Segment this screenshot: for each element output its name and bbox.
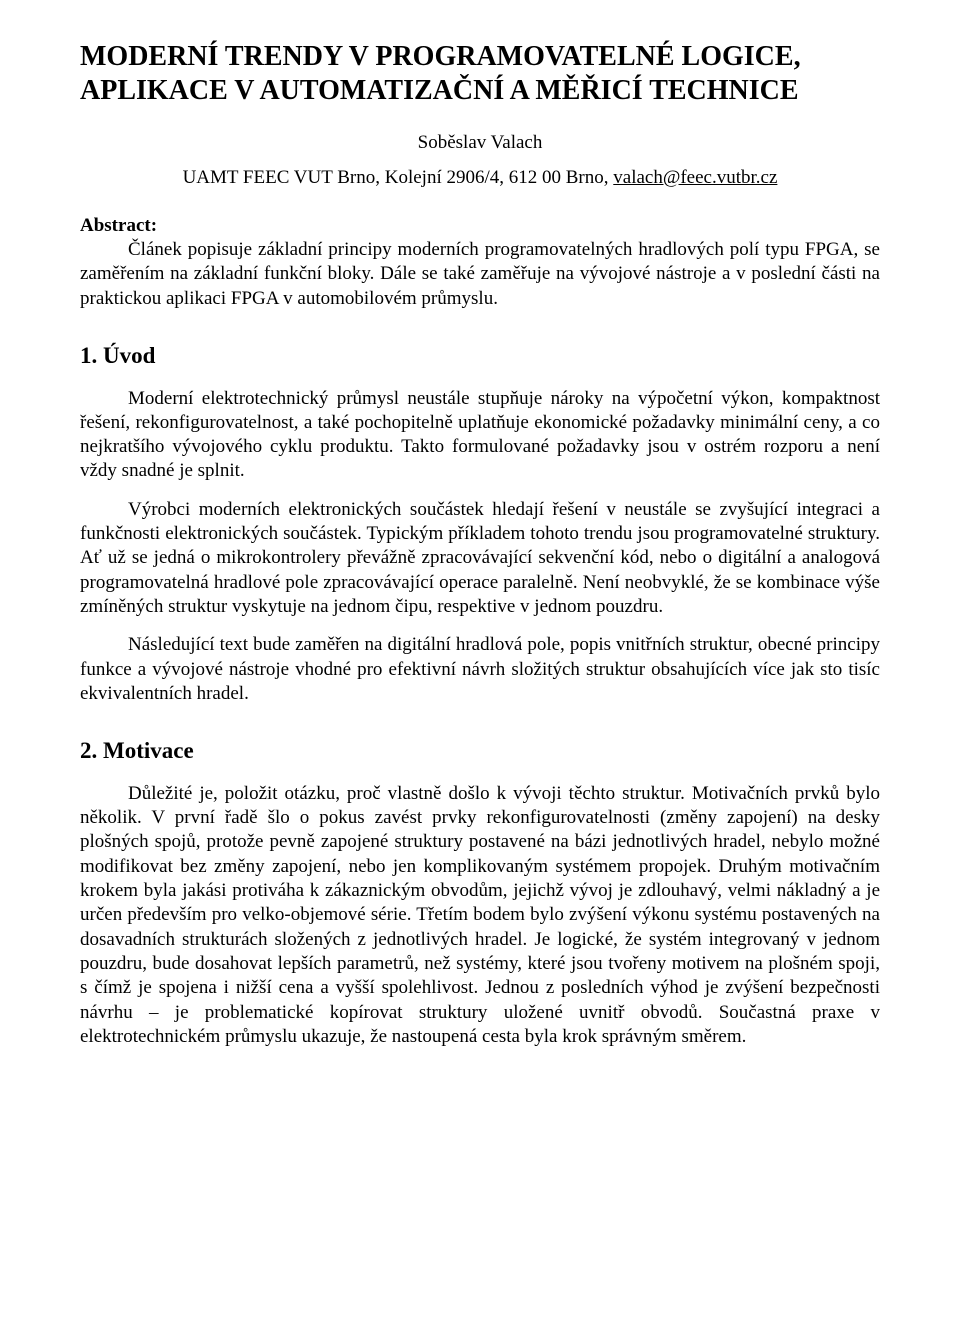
abstract-body: Článek popisuje základní principy modern… [80, 238, 880, 311]
body-paragraph: Výrobci moderních elektronických součást… [80, 498, 880, 620]
section-heading-intro: 1. Úvod [80, 341, 880, 370]
body-paragraph: Moderní elektrotechnický průmysl neustál… [80, 387, 880, 484]
author-email-link[interactable]: valach@feec.vutbr.cz [613, 167, 777, 188]
affiliation-text: UAMT FEEC VUT Brno, Kolejní 2906/4, 612 … [183, 167, 614, 188]
section-heading-motivation: 2. Motivace [80, 736, 880, 765]
abstract-label: Abstract: [80, 214, 880, 238]
document-title: MODERNÍ TRENDY V PROGRAMOVATELNÉ LOGICE,… [80, 40, 880, 107]
author-line: Soběslav Valach [80, 131, 880, 155]
affiliation-line: UAMT FEEC VUT Brno, Kolejní 2906/4, 612 … [80, 166, 880, 190]
body-paragraph: Důležité je, položit otázku, proč vlastn… [80, 782, 880, 1049]
document-page: MODERNÍ TRENDY V PROGRAMOVATELNÉ LOGICE,… [0, 0, 960, 1319]
body-paragraph: Následující text bude zaměřen na digitál… [80, 633, 880, 706]
